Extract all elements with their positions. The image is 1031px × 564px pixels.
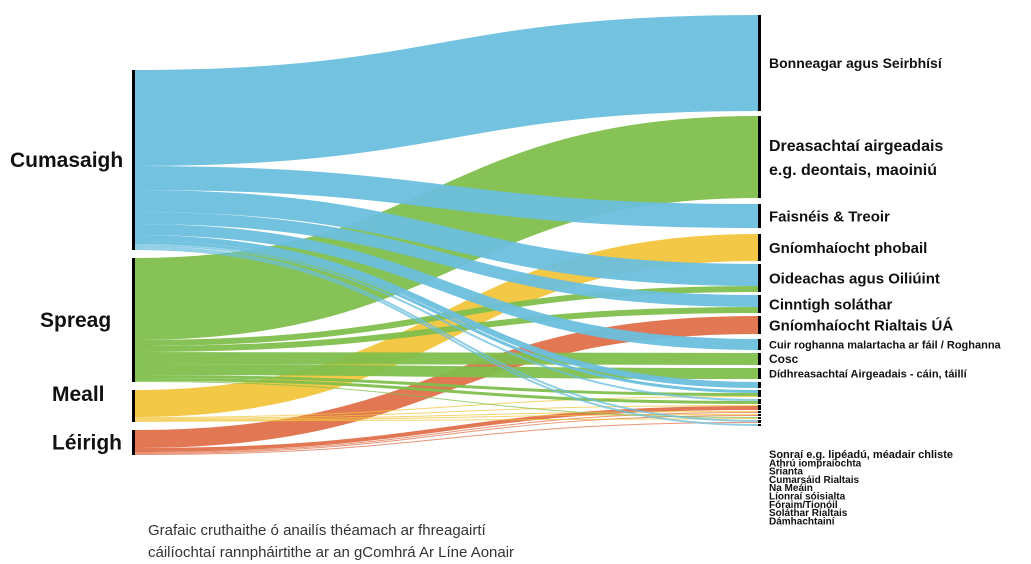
target-label-t9: Dídhreasachtaí Airgeadais - cáin, táillí <box>769 368 968 380</box>
target-label-t8: Cosc <box>769 352 799 366</box>
target-label-t12: Srianta <box>769 467 803 478</box>
target-bar-t6 <box>758 316 761 334</box>
target-label-t1: Dreasachtaí airgeadais <box>769 138 943 155</box>
target-bar-t10 <box>758 382 761 388</box>
target-bar-t7 <box>758 339 761 350</box>
target-bar-t9 <box>758 368 761 379</box>
flow-cumasaigh-t12 <box>134 244 759 401</box>
target-bar-t14 <box>758 411 761 413</box>
source-bar-cumasaigh <box>132 70 135 250</box>
flow-spreag-t11 <box>134 375 759 396</box>
target-label-t14: Na Meáin <box>769 483 813 494</box>
target-label-t6: Gníomhaíocht Rialtais ÚÁ <box>769 316 953 334</box>
flow-cumasaigh-t0 <box>134 15 759 166</box>
target-label-t18: Dámhachtainí <box>769 516 836 527</box>
target-bar-t4 <box>758 264 761 292</box>
flow-cumasaigh-t11 <box>134 241 759 393</box>
target-bar-t11 <box>758 390 761 397</box>
target-label-t1-line2: e.g. deontais, maoiniú <box>769 162 937 179</box>
flow-leirigh-t15 <box>134 415 759 454</box>
flow-links <box>134 15 759 455</box>
source-label-cumasaigh: Cumasaigh <box>10 149 123 172</box>
caption: Grafaic cruthaithe ó anailís théamach ar… <box>148 520 514 564</box>
source-bar-leirigh <box>132 430 135 455</box>
source-label-leirigh: Léirigh <box>52 432 122 455</box>
flow-meall-t3 <box>134 234 759 417</box>
target-label-t13: Cumarsáid Rialtais <box>769 475 859 486</box>
target-bar-t3 <box>758 234 761 261</box>
target-bar-t2 <box>758 204 761 228</box>
target-label-t0: Bonneagar agus Seirbhísí <box>769 55 943 71</box>
target-bar-t16 <box>758 417 761 419</box>
flow-leirigh-t6 <box>134 316 759 448</box>
flow-cumasaigh-t17 <box>134 246 759 422</box>
node-labels: Cumasaigh Spreag Meall Léirigh Bonneagar agu… <box>10 55 1002 528</box>
flow-spreag-t5 <box>134 307 759 352</box>
target-label-t5: Cinntigh soláthar <box>769 296 892 313</box>
target-bar-t17 <box>758 420 761 423</box>
target-bar-t12 <box>758 399 761 404</box>
target-label-t15: Líonraí sóisialta <box>769 492 846 503</box>
target-label-t7: Cuir roghanna malartacha ar fáil / Rogha… <box>769 339 1002 351</box>
caption-line-1: Grafaic cruthaithe ó anailís théamach ar… <box>148 522 486 539</box>
source-bar-spreag <box>132 258 135 382</box>
target-label-t16: Fóraim/Tionóil <box>769 500 838 511</box>
target-bar-t15 <box>758 414 761 416</box>
caption-line-2: cáilíochtaí rannpháirtithe ar an gComhrá… <box>148 544 515 561</box>
target-label-t10: Sonraí e.g. lipéadú, méadair chliste <box>769 449 953 461</box>
target-bar-t5 <box>758 295 761 313</box>
flow-cumasaigh-t7 <box>134 224 759 350</box>
flow-leirigh-t17 <box>134 422 759 455</box>
target-bar-t0 <box>758 15 761 111</box>
flow-cumasaigh-t4 <box>134 190 759 286</box>
target-label-t17: Soláthar Rialtais <box>769 508 848 519</box>
flow-spreag-t9 <box>134 364 759 379</box>
target-bar-t13 <box>758 405 761 410</box>
node-bars <box>132 15 761 455</box>
flow-meall-t11 <box>134 396 759 418</box>
flow-meall-t13 <box>134 405 759 419</box>
target-bar-t1 <box>758 116 761 198</box>
source-label-meall: Meall <box>52 383 105 406</box>
flow-leirigh-t13 <box>134 406 759 452</box>
target-label-t3: Gníomhaíocht phobail <box>769 240 927 257</box>
target-label-t11: Athrú iompraíochta <box>769 458 862 469</box>
flow-cumasaigh-t18 <box>134 248 759 426</box>
source-bar-meall <box>132 390 135 422</box>
flow-cumasaigh-t10 <box>134 235 759 388</box>
flow-spreag-t8 <box>134 352 759 365</box>
flow-cumasaigh-t2 <box>134 166 759 228</box>
target-bar-t8 <box>758 353 761 365</box>
target-bar-t18 <box>758 424 761 426</box>
flow-meall-t16 <box>134 418 759 422</box>
target-label-t2: Faisnéis & Treoir <box>769 208 890 225</box>
flow-spreag-t12 <box>134 378 759 404</box>
source-label-spreag: Spreag <box>40 309 111 332</box>
flow-cumasaigh-t5 <box>134 212 759 307</box>
target-label-t4: Oideachas agus Oiliúint <box>769 270 940 287</box>
